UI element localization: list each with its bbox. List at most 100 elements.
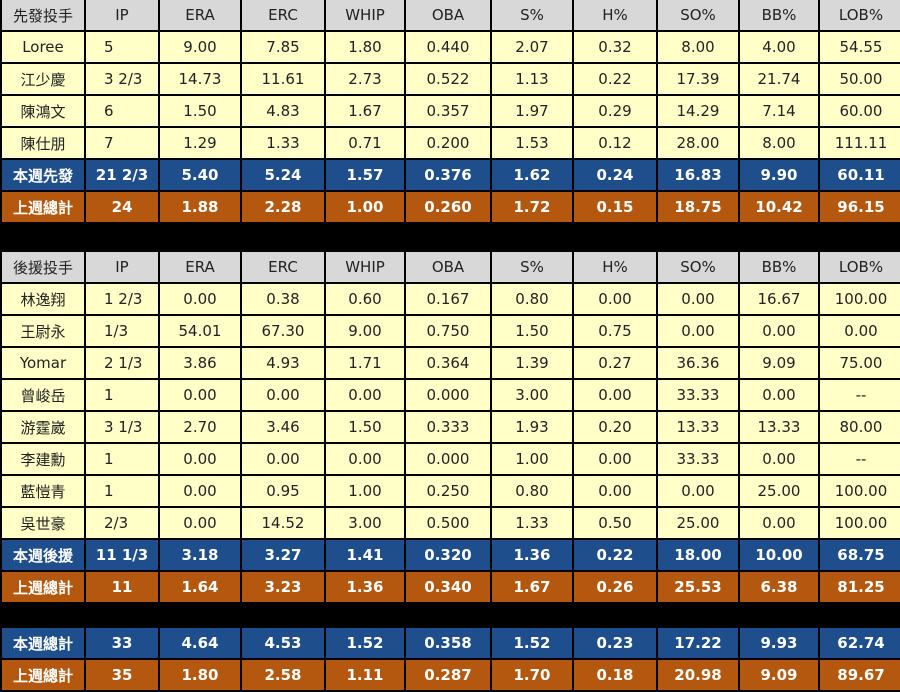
pitcher-name-cell: 曾峻岳 (2, 380, 84, 412)
column-header-lob-pct: LOB% (820, 252, 900, 284)
h-pct-cell: 0.26 (574, 572, 656, 604)
pitcher-row: Yomar 2 1/3 3.86 4.93 1.71 0.364 1.39 0.27 36.36… (2, 348, 900, 380)
whip-cell: 0.60 (326, 284, 404, 316)
oba-cell: 0.522 (406, 64, 490, 96)
lob-pct-cell: 50.00 (820, 64, 900, 96)
bb-pct-cell: 10.42 (740, 192, 818, 224)
erc-cell: 3.46 (242, 412, 324, 444)
erc-cell: 2.28 (242, 192, 324, 224)
pitcher-row: 吳世豪 2/3 0.00 14.52 3.00 0.500 1.33 0.50 25.00 0.0… (2, 508, 900, 540)
erc-cell: 67.30 (242, 316, 324, 348)
so-pct-cell: 28.00 (658, 128, 738, 160)
whip-cell: 1.41 (326, 540, 404, 572)
era-cell: 1.50 (160, 96, 240, 128)
so-pct-cell: 33.33 (658, 380, 738, 412)
bb-pct-cell: 9.90 (740, 160, 818, 192)
erc-cell: 4.93 (242, 348, 324, 380)
column-header-erc: ERC (242, 252, 324, 284)
pitcher-row: Loree 5 9.00 7.85 1.80 0.440 2.07 0.32 8.00 4.00 5… (2, 32, 900, 64)
oba-cell: 0.440 (406, 32, 490, 64)
ip-cell: 6 (86, 96, 158, 128)
era-cell: 14.73 (160, 64, 240, 96)
column-header-era: ERA (160, 0, 240, 32)
erc-cell: 4.53 (242, 628, 324, 660)
whip-cell: 0.00 (326, 380, 404, 412)
erc-cell: 0.95 (242, 476, 324, 508)
pitcher-name-cell: 本週先發 (2, 160, 84, 192)
oba-cell: 0.000 (406, 380, 490, 412)
column-header-whip: WHIP (326, 0, 404, 32)
column-header-erc: ERC (242, 0, 324, 32)
last-week-total-row: 上週總計 24 1.88 2.28 1.00 0.260 1.72 0.15 18.75 10.4… (2, 192, 900, 224)
so-pct-cell: 18.00 (658, 540, 738, 572)
oba-cell: 0.320 (406, 540, 490, 572)
erc-cell: 0.00 (242, 380, 324, 412)
whip-cell: 1.71 (326, 348, 404, 380)
column-header-h-pct: H% (574, 0, 656, 32)
erc-cell: 3.27 (242, 540, 324, 572)
so-pct-cell: 13.33 (658, 412, 738, 444)
bb-pct-cell: 0.00 (740, 444, 818, 476)
s-pct-cell: 1.97 (492, 96, 572, 128)
s-pct-cell: 1.13 (492, 64, 572, 96)
header-row: 先發投手 IP ERA ERC WHIP OBA S% H% SO% BB% LOB% (2, 0, 900, 32)
lob-pct-cell: 89.67 (820, 660, 900, 692)
so-pct-cell: 14.29 (658, 96, 738, 128)
s-pct-cell: 1.52 (492, 628, 572, 660)
h-pct-cell: 0.32 (574, 32, 656, 64)
pitcher-name-cell: 江少慶 (2, 64, 84, 96)
h-pct-cell: 0.29 (574, 96, 656, 128)
whip-cell: 1.11 (326, 660, 404, 692)
era-cell: 0.00 (160, 444, 240, 476)
whip-cell: 1.80 (326, 32, 404, 64)
pitcher-name-cell: 游霆崴 (2, 412, 84, 444)
starters-table: 先發投手 IP ERA ERC WHIP OBA S% H% SO% BB% LOB% Loree 5 9… (0, 0, 900, 224)
column-header-bb-pct: BB% (740, 0, 818, 32)
ip-cell: 11 (86, 572, 158, 604)
s-pct-cell: 1.67 (492, 572, 572, 604)
oba-cell: 0.750 (406, 316, 490, 348)
h-pct-cell: 0.00 (574, 284, 656, 316)
h-pct-cell: 0.20 (574, 412, 656, 444)
era-cell: 0.00 (160, 508, 240, 540)
erc-cell: 2.58 (242, 660, 324, 692)
erc-cell: 1.33 (242, 128, 324, 160)
whip-cell: 1.36 (326, 572, 404, 604)
oba-cell: 0.376 (406, 160, 490, 192)
oba-cell: 0.358 (406, 628, 490, 660)
so-pct-cell: 16.83 (658, 160, 738, 192)
lob-pct-cell: 54.55 (820, 32, 900, 64)
lob-pct-cell: 60.11 (820, 160, 900, 192)
era-cell: 54.01 (160, 316, 240, 348)
lob-pct-cell: 68.75 (820, 540, 900, 572)
oba-cell: 0.200 (406, 128, 490, 160)
s-pct-cell: 1.72 (492, 192, 572, 224)
whip-cell: 0.71 (326, 128, 404, 160)
whip-cell: 1.57 (326, 160, 404, 192)
h-pct-cell: 0.24 (574, 160, 656, 192)
s-pct-cell: 3.00 (492, 380, 572, 412)
column-header-oba: OBA (406, 252, 490, 284)
ip-cell: 21 2/3 (86, 160, 158, 192)
so-pct-cell: 0.00 (658, 316, 738, 348)
oba-cell: 0.357 (406, 96, 490, 128)
h-pct-cell: 0.18 (574, 660, 656, 692)
lob-pct-cell: 75.00 (820, 348, 900, 380)
pitcher-row: 藍愷青 1 0.00 0.95 1.00 0.250 0.80 0.00 0.00 25.00 10… (2, 476, 900, 508)
pitcher-name-cell: 李建勳 (2, 444, 84, 476)
h-pct-cell: 0.00 (574, 380, 656, 412)
bb-pct-cell: 0.00 (740, 508, 818, 540)
lob-pct-cell: 100.00 (820, 508, 900, 540)
pitcher-name-cell: 本週總計 (2, 628, 84, 660)
so-pct-cell: 0.00 (658, 284, 738, 316)
lob-pct-cell: 62.74 (820, 628, 900, 660)
s-pct-cell: 1.36 (492, 540, 572, 572)
h-pct-cell: 0.23 (574, 628, 656, 660)
ip-cell: 3 2/3 (86, 64, 158, 96)
column-header-so-pct: SO% (658, 0, 738, 32)
erc-cell: 0.38 (242, 284, 324, 316)
this-week-total-row: 本週後援 11 1/3 3.18 3.27 1.41 0.320 1.36 0.22 18.00… (2, 540, 900, 572)
whip-cell: 2.73 (326, 64, 404, 96)
era-cell: 0.00 (160, 476, 240, 508)
pitcher-row: 江少慶 3 2/3 14.73 11.61 2.73 0.522 1.13 0.22 17.39… (2, 64, 900, 96)
